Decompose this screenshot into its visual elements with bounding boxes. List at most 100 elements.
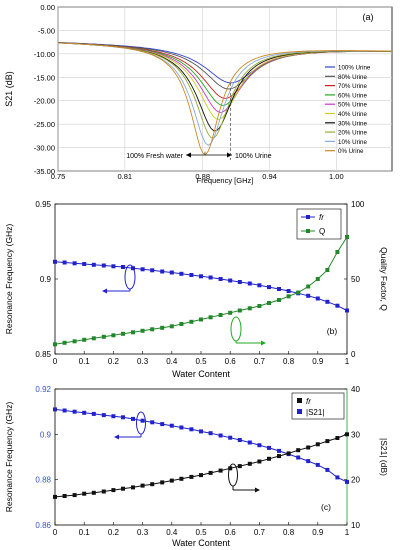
y-tick-label: -20.00 [34, 97, 55, 106]
legend-fr-marker [306, 215, 310, 219]
y-tick-label: -30.00 [34, 144, 55, 153]
data-point [150, 268, 155, 273]
y-tick-label: -15.00 [34, 73, 55, 82]
panel-a-label: (a) [363, 12, 374, 22]
data-point [237, 464, 242, 469]
panel-c-left-y-axis-label: Resonance Frequency (GHz) [4, 402, 14, 513]
data-point [91, 490, 96, 495]
data-point [335, 250, 340, 254]
data-point [121, 265, 125, 269]
legend-entry: 40% Urine [338, 111, 367, 118]
data-point [218, 468, 223, 473]
data-point [131, 416, 135, 421]
data-point [335, 303, 340, 308]
x-tick-label: 1 [345, 357, 350, 366]
data-point [257, 283, 262, 288]
data-point [53, 259, 57, 264]
data-point [62, 408, 67, 413]
panel-a: 0.00 -5.00 -10.00 -15.00 -20.00 -25.00 -30.00 -… [4, 3, 393, 185]
data-point [189, 319, 194, 324]
legend-entry: 100% Urine [338, 65, 371, 72]
data-point [306, 445, 311, 450]
data-point [62, 340, 67, 345]
x-tick-label: 0.94 [262, 172, 277, 181]
y-tick-label: -5.00 [38, 26, 55, 35]
data-point [267, 445, 271, 450]
data-point [306, 293, 311, 298]
data-point [277, 298, 281, 302]
data-point [111, 264, 116, 269]
panel-a-x-axis-label: Frequency [GHz] [197, 176, 254, 185]
right-arrow-icon [227, 152, 232, 158]
data-point [169, 423, 174, 428]
data-point [306, 284, 311, 289]
data-point [237, 308, 242, 313]
x-tick-label: 0.81 [117, 172, 132, 181]
data-point [53, 342, 57, 347]
x-tick-label: 0.6 [225, 528, 237, 537]
data-point [228, 435, 233, 440]
data-point [247, 306, 252, 311]
data-point [111, 488, 116, 493]
x-tick-label: 1 [345, 528, 350, 537]
panel-c-axis-indicators [114, 411, 260, 493]
panel-b-legend-q: Q [319, 227, 325, 236]
y-tick-label: 0.85 [35, 350, 51, 359]
data-point [82, 410, 87, 415]
legend-entry: 70% Urine [338, 83, 367, 90]
data-point [247, 461, 252, 466]
y-tick-label: 0.00 [40, 3, 55, 12]
data-point [267, 301, 271, 305]
right-arrow-icon [261, 340, 266, 346]
y-tick-right-label: 20 [351, 476, 360, 485]
data-point [150, 420, 155, 425]
x-tick-label: 0.4 [166, 357, 178, 366]
panel-c-left-y-ticks: 0.86 0.88 0.9 0.92 [35, 385, 58, 530]
panel-c-legend: fr |S21| [291, 392, 345, 420]
x-tick-label: 0.3 [137, 528, 149, 537]
y-tick-label: 0.92 [35, 385, 51, 394]
panel-c: 0.86 0.88 0.9 0.92 10 20 30 40 0 0.1 0.2 0.3 0.4 0.… [4, 385, 389, 548]
x-tick-label: 0.1 [79, 357, 91, 366]
panel-c-series [53, 407, 349, 499]
panel-b-x-ticks: 0 0.1 0.2 0.3 0.4 0.5 0.6 0.7 0.8 0.9 1 [53, 351, 350, 366]
data-point [315, 442, 320, 447]
data-point [72, 409, 77, 414]
data-point [286, 294, 291, 299]
data-point [62, 260, 67, 265]
data-point [257, 304, 262, 308]
data-point [286, 451, 291, 456]
data-point [286, 289, 291, 293]
legend-entry: 10% Urine [338, 139, 367, 146]
y-tick-label: 0.9 [40, 275, 52, 284]
data-point [121, 331, 125, 336]
data-point [82, 337, 87, 342]
x-tick-label: 0.9 [312, 528, 324, 537]
data-point [169, 478, 174, 483]
panel-a-x-ticks: 0.75 0.81 0.88 0.94 1.00 [51, 172, 344, 181]
panel-b-left-y-ticks: 0.85 0.9 0.95 [35, 200, 58, 359]
data-point [296, 455, 301, 460]
x-tick-label: 0.5 [195, 528, 207, 537]
data-point [335, 475, 340, 480]
panel-a-legend: 100% Urine 80% Urine 70% Urine 60% Urine 50%… [325, 65, 371, 155]
panel-b-x-axis-label: Water Content [172, 369, 230, 379]
panel-b-right-y-ticks: 0 50 100 [344, 200, 365, 359]
data-point [296, 448, 301, 453]
data-point [247, 440, 252, 445]
data-point [101, 489, 106, 494]
data-point [111, 333, 116, 338]
data-point [315, 296, 320, 301]
data-point [325, 299, 330, 304]
data-point [247, 281, 252, 286]
y-tick-label: 0.86 [35, 521, 51, 530]
left-arrow-icon [102, 288, 107, 294]
data-point [277, 448, 281, 453]
data-point [101, 263, 106, 268]
data-point [325, 467, 330, 472]
data-point [62, 494, 67, 498]
panel-b-legend-fr: fr [319, 213, 324, 222]
y-tick-label: -25.00 [34, 120, 55, 129]
data-point [131, 330, 135, 335]
